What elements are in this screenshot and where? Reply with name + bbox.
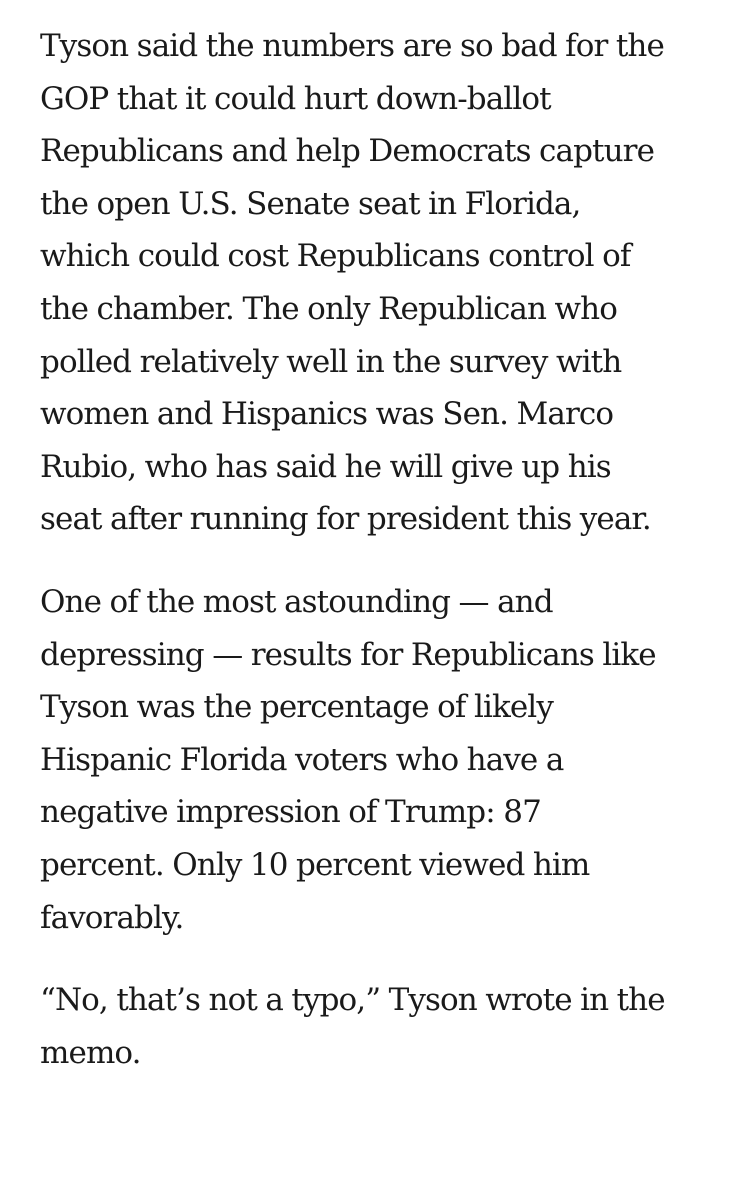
article-paragraph-3: “No, that’s not a typo,” Tyson wrote in … <box>40 982 666 1071</box>
article-body: Tyson said the numbers are so bad for th… <box>40 20 730 1079</box>
article-paragraph-2: One of the most astounding — and depress… <box>40 583 657 936</box>
article-paragraph-1: Tyson said the numbers are so bad for th… <box>40 28 665 538</box>
